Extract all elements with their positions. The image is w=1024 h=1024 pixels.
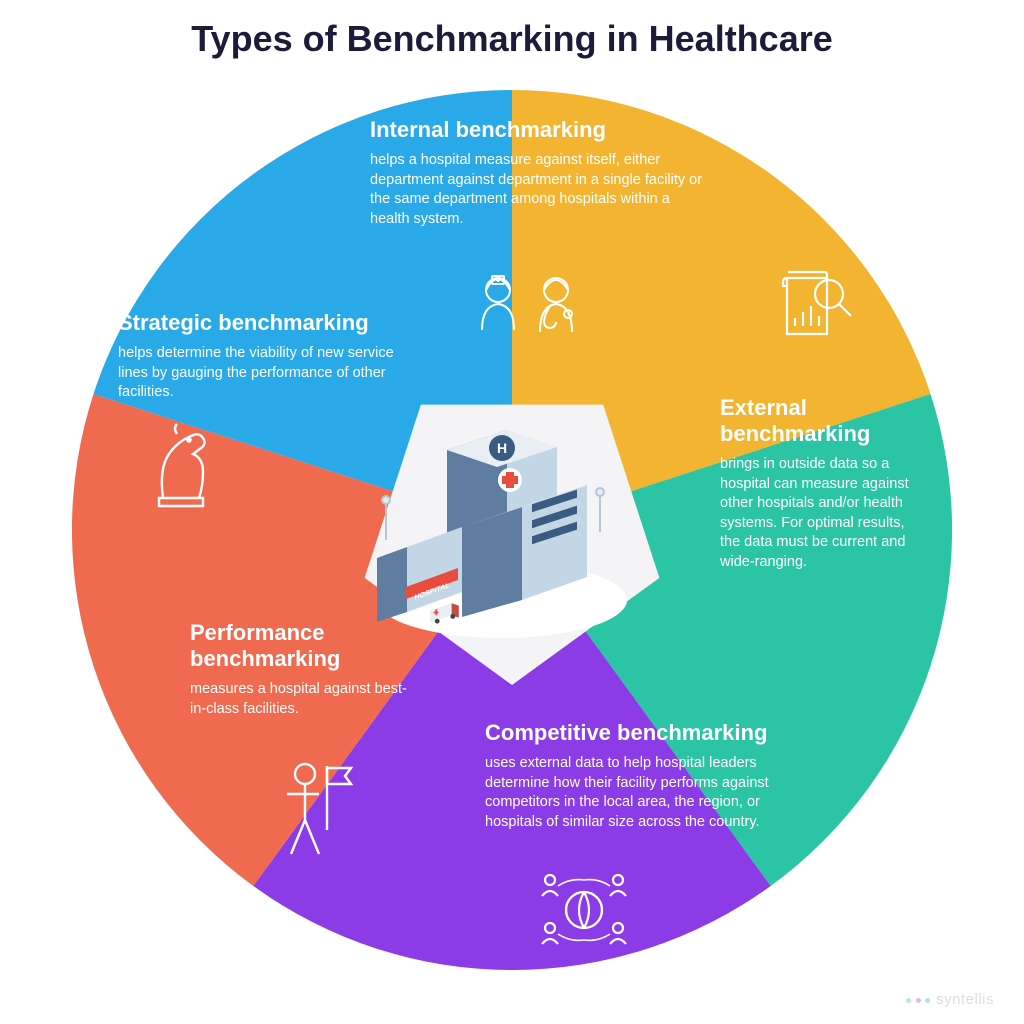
segment-competitive-body: uses external data to help hospital lead… [485, 754, 810, 832]
svg-text:H: H [497, 440, 507, 456]
footer-logo: syntellis [906, 988, 994, 1010]
segment-internal-text: Internal benchmarking helps a hospital m… [370, 117, 710, 229]
segment-competitive-text: Competitive benchmarking uses external d… [485, 720, 810, 832]
chess-knight-icon [145, 420, 219, 517]
segment-performance-text: Performance benchmarking measures a hosp… [190, 620, 420, 719]
segment-strategic-text: Strategic benchmarking helps determine t… [118, 310, 408, 403]
report-magnify-icon [775, 268, 859, 357]
segment-strategic-heading: Strategic benchmarking [118, 310, 408, 336]
footer-dot-1 [906, 998, 911, 1003]
network-people-icon [538, 870, 630, 955]
segment-internal-heading: Internal benchmarking [370, 117, 710, 143]
segment-internal-body: helps a hospital measure against itself,… [370, 151, 710, 229]
segment-external-body: brings in outside data so a hospital can… [720, 455, 920, 572]
segment-external-heading: External benchmarking [720, 395, 920, 447]
segment-performance-heading: Performance benchmarking [190, 620, 420, 672]
footer-dot-3 [925, 998, 930, 1003]
segment-strategic-body: helps determine the viability of new ser… [118, 344, 408, 403]
segment-competitive-heading: Competitive benchmarking [485, 720, 810, 746]
segment-external-text: External benchmarking brings in outside … [720, 395, 920, 572]
footer-dot-2 [916, 998, 921, 1003]
segment-performance-body: measures a hospital against best-in-clas… [190, 680, 420, 719]
person-flag-icon [275, 760, 359, 865]
nurse-doctor-icon [470, 270, 590, 347]
page-title: Types of Benchmarking in Healthcare [0, 0, 1024, 60]
footer-text: syntellis [936, 991, 994, 1008]
